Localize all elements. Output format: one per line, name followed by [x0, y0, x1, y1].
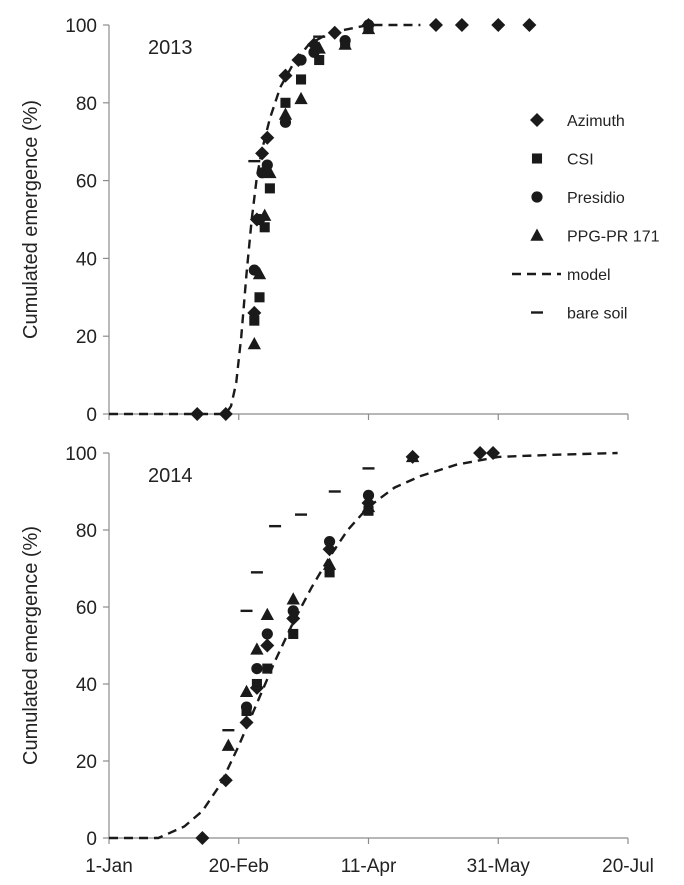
point-azimuth	[218, 407, 233, 421]
x-tick-label: 20-Feb	[209, 856, 269, 877]
legend-label-csi: CSI	[567, 152, 594, 169]
model-curve	[109, 23, 421, 416]
x-tick-label: 11-Apr	[341, 856, 397, 877]
y-axis-label: Cumulated emergence (%)	[20, 100, 42, 339]
panel-label: 2013	[148, 37, 193, 59]
x-tick-label: 20-Jul	[602, 856, 654, 877]
legend-swatch-azimuth	[530, 113, 544, 127]
point-azimuth	[218, 773, 233, 788]
point-ppg-pr-171	[312, 41, 326, 54]
y-tick-label: 100	[65, 16, 97, 37]
model-curve	[109, 451, 618, 840]
point-azimuth	[255, 146, 270, 161]
y-tick-label: 80	[76, 94, 97, 115]
point-azimuth	[260, 638, 275, 653]
legend-label-bare-soil: bare soil	[567, 306, 627, 323]
point-azimuth	[454, 18, 469, 32]
y-tick-label: 80	[76, 521, 97, 542]
y-tick-label: 20	[76, 327, 97, 348]
point-ppg-pr-171	[221, 738, 236, 751]
x-tick-label: 1-Jan	[85, 856, 133, 877]
legend-swatch-csi	[531, 153, 543, 164]
chart-panel-2013: 0 20 40 60 80 100 Cumulated emergence (%) 2013 A…	[20, 16, 660, 426]
x-tick-label: 31-May	[467, 856, 531, 877]
point-ppg-pr-171	[322, 557, 337, 570]
point-ppg-pr-171	[263, 165, 277, 179]
point-azimuth	[239, 715, 254, 730]
point-azimuth	[491, 18, 506, 32]
y-tick-label: 40	[76, 249, 97, 270]
y-tick-label: 60	[76, 172, 97, 193]
point-presidio	[295, 54, 307, 66]
point-presidio	[362, 489, 375, 501]
legend-swatch-presidio	[531, 191, 543, 203]
panel-label: 2014	[148, 465, 193, 487]
point-csi	[314, 54, 325, 66]
legend-label-presidio: Presidio	[567, 190, 625, 207]
point-azimuth	[486, 446, 501, 460]
point-ppg-pr-171	[361, 21, 376, 35]
point-azimuth	[195, 831, 210, 845]
point-azimuth	[278, 68, 293, 83]
point-csi	[249, 315, 260, 326]
legend-label-model: model	[567, 267, 611, 284]
point-ppg-pr-171	[278, 107, 293, 120]
point-ppg-pr-171	[338, 37, 352, 50]
y-tick-label: 40	[76, 675, 97, 696]
point-presidio	[287, 605, 299, 617]
point-presidio	[240, 701, 253, 713]
y-tick-label: 0	[86, 829, 97, 850]
y-axis-label: Cumulated emergence (%)	[20, 526, 42, 765]
point-csi	[280, 97, 291, 108]
point-ppg-pr-171	[260, 607, 274, 620]
point-ppg-pr-171	[294, 91, 308, 105]
chart-panel-2014: 0 20 40 60 80 100 1-Jan 20-Feb 11-Apr 31-May 20-Ju…	[20, 444, 654, 877]
point-presidio	[323, 535, 336, 548]
point-ppg-pr-171	[405, 449, 420, 463]
point-ppg-pr-171	[250, 642, 264, 655]
point-csi	[259, 222, 270, 233]
point-azimuth	[260, 130, 275, 145]
legend-label-ppg-pr-171: PPG-PR 171	[567, 229, 660, 246]
point-presidio	[261, 628, 273, 640]
point-csi	[288, 628, 299, 639]
point-azimuth	[473, 446, 488, 460]
y-tick-label: 60	[76, 598, 97, 619]
point-csi	[295, 74, 307, 85]
point-azimuth	[327, 25, 342, 40]
point-azimuth	[428, 18, 443, 32]
point-presidio	[251, 663, 263, 675]
point-ppg-pr-171	[286, 592, 300, 605]
y-tick-label: 100	[65, 444, 97, 465]
legend: Azimuth CSI Presidio PPG-PR 171 model bare so…	[512, 113, 660, 323]
legend-label-azimuth: Azimuth	[567, 113, 625, 130]
point-ppg-pr-171	[252, 266, 267, 280]
y-tick-label: 20	[76, 752, 97, 773]
point-ppg-pr-171	[239, 684, 254, 697]
legend-swatch-ppg-pr-171	[530, 228, 544, 241]
point-csi	[254, 292, 265, 303]
y-tick-label: 0	[86, 405, 97, 426]
point-csi	[262, 663, 273, 674]
point-ppg-pr-171	[247, 336, 261, 350]
point-csi	[251, 678, 262, 690]
point-csi	[324, 567, 335, 578]
point-azimuth	[522, 18, 537, 32]
point-azimuth	[190, 407, 205, 421]
point-csi	[264, 183, 275, 194]
point-ppg-pr-171	[361, 499, 376, 513]
point-ppg-pr-171	[258, 208, 272, 221]
